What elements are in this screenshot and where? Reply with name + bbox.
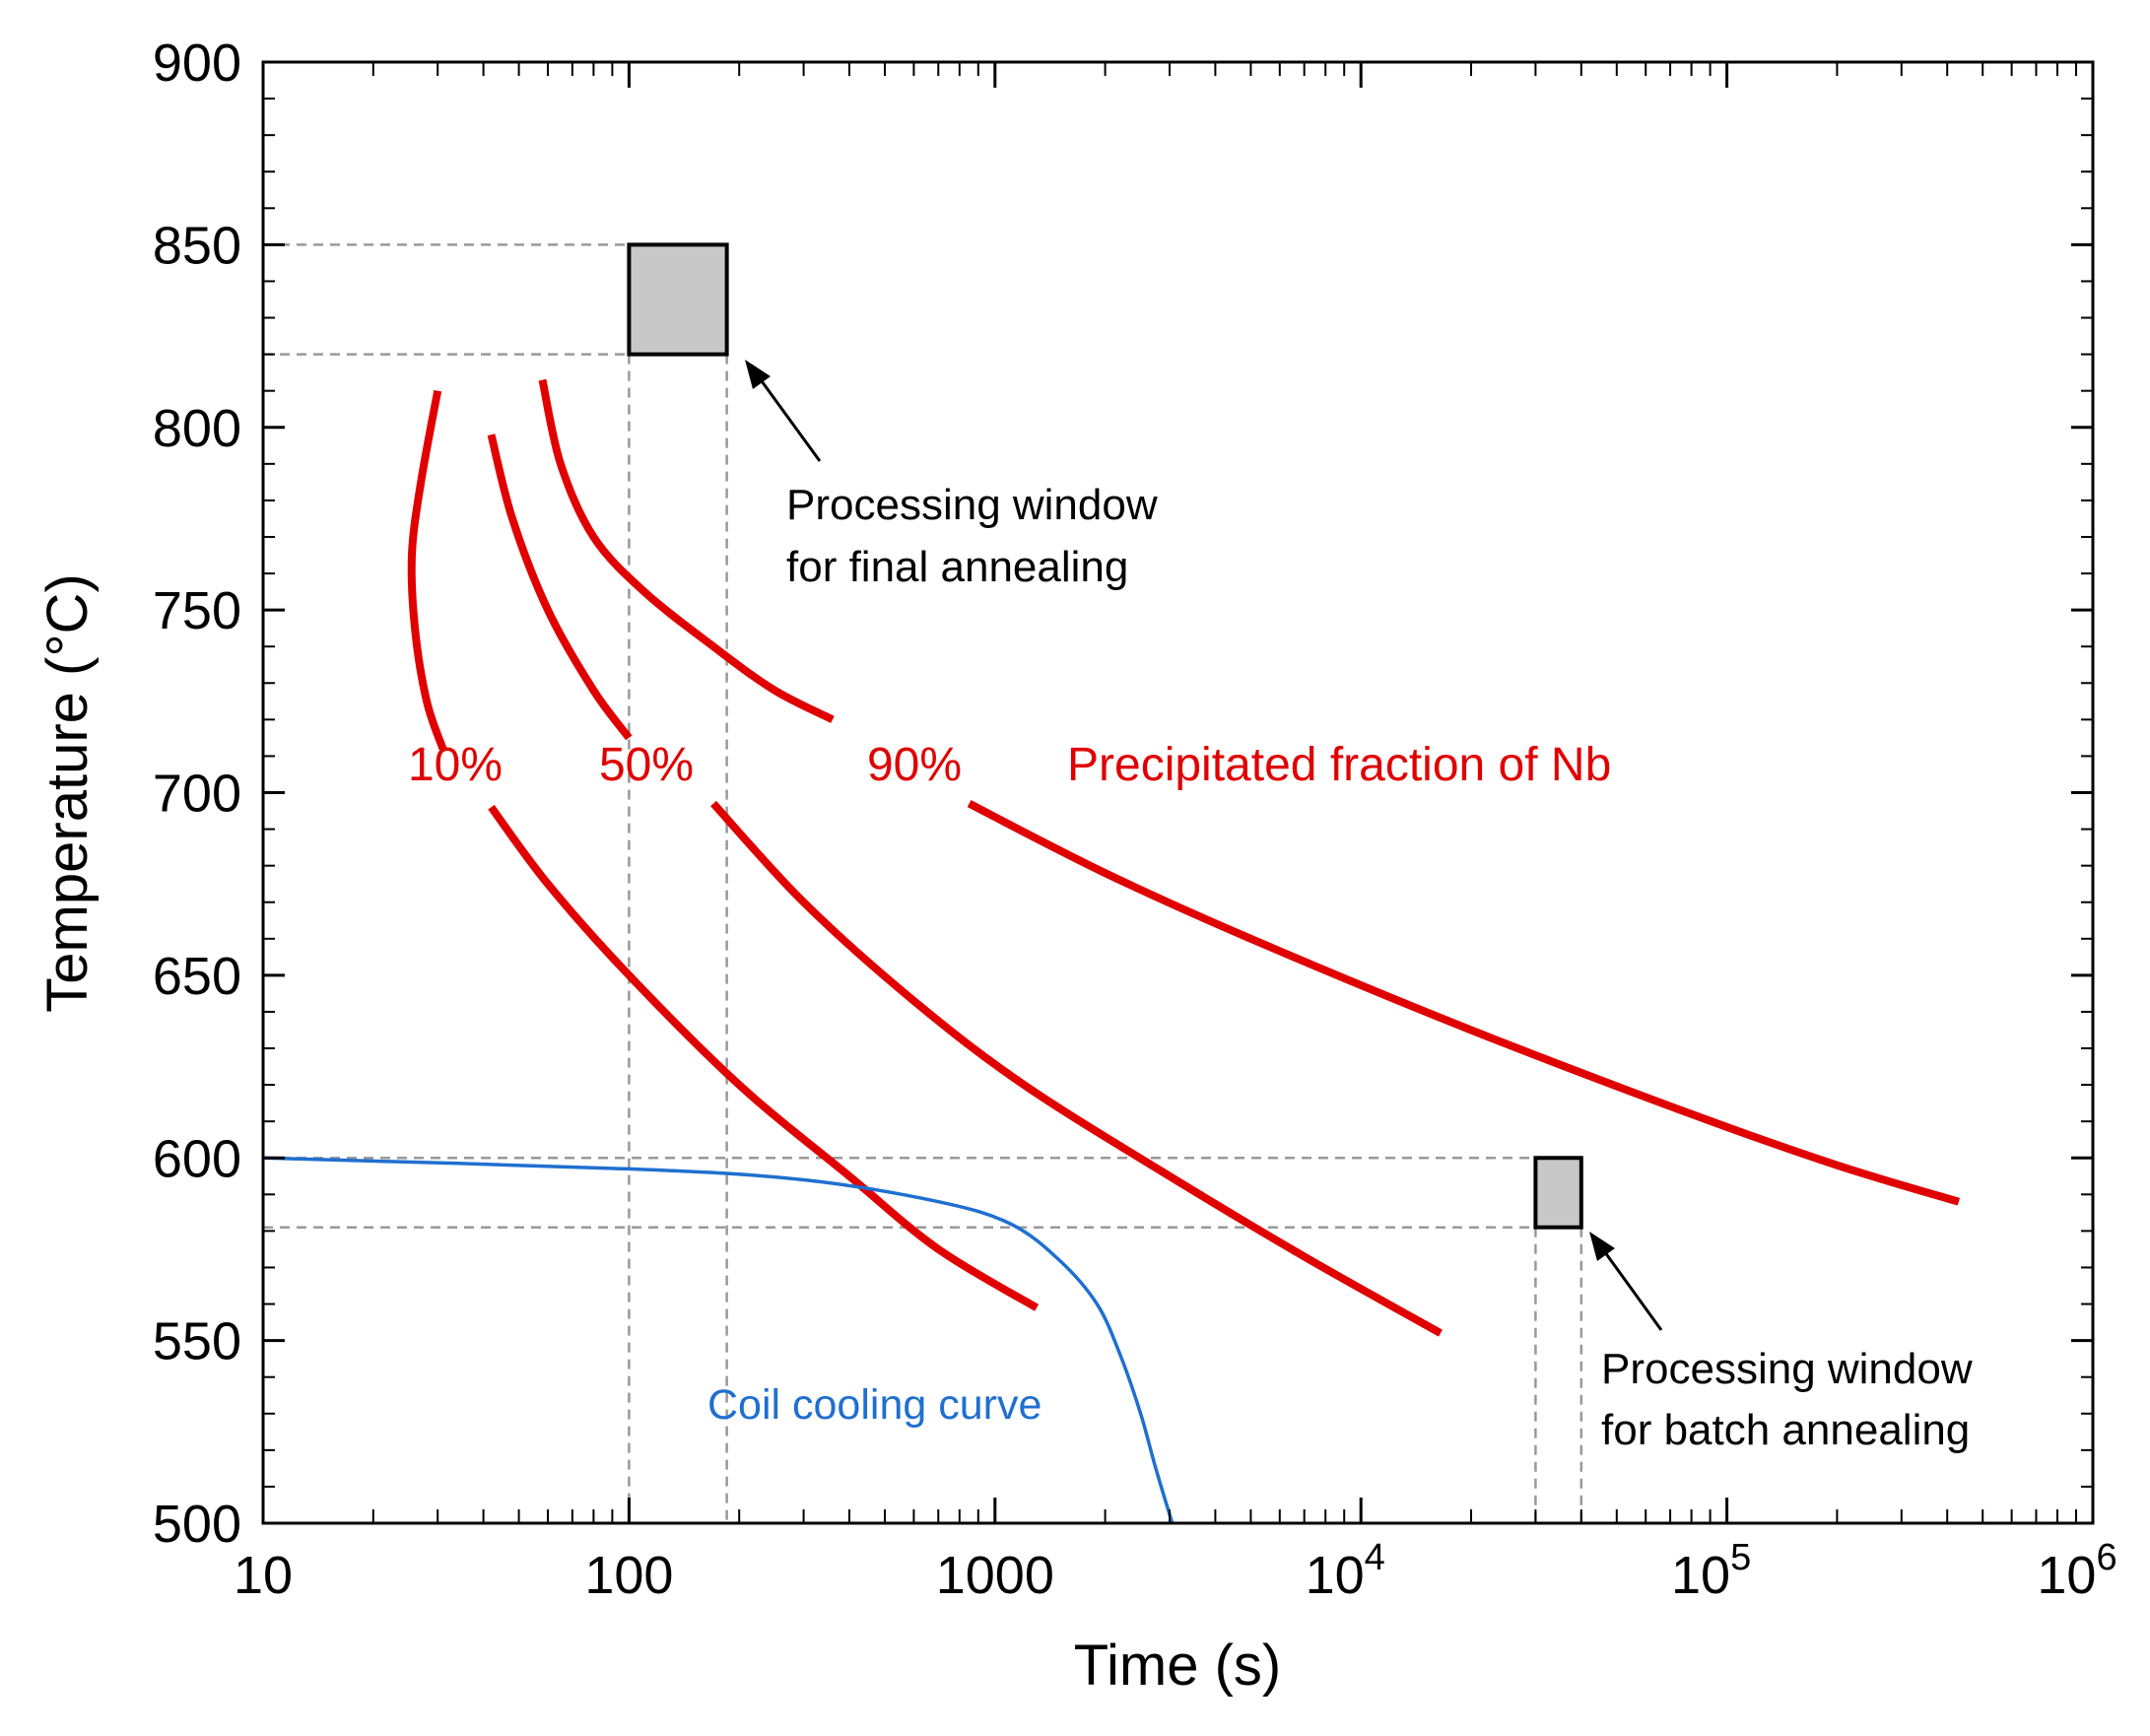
y-tick-label: 800	[153, 399, 241, 458]
y-axis-title: Temperature (°C)	[35, 573, 100, 1012]
precipitation-curve-90-segment-1	[538, 378, 835, 723]
series-lines	[262, 378, 1961, 1524]
curve-label-90: 90%	[867, 739, 962, 791]
cooling-curve-label: Coil cooling curve	[707, 1381, 1041, 1429]
precipitation-curve-50-segment-1	[487, 434, 633, 741]
tick-labels: 500 550 600 650 700 750 800 850 900 10 100 1000 104 1…	[153, 33, 2117, 1605]
y-tick-label: 550	[153, 1312, 241, 1371]
precipitation-curve-10-segment-1	[407, 389, 447, 751]
x-axis-title: Time (s)	[1074, 1634, 1281, 1698]
x-tick-exponent: 6	[2096, 1537, 2116, 1578]
annotation-final-arrowhead	[745, 360, 771, 389]
guide-lines	[263, 243, 1583, 1523]
y-tick-label: 500	[153, 1495, 241, 1554]
y-tick-label: 600	[153, 1129, 241, 1188]
x-tick-label: 104	[1306, 1537, 1385, 1605]
plot-frame	[261, 60, 2095, 1525]
x-tick-exponent: 4	[1365, 1537, 1385, 1578]
annotation-batch-arrow	[1600, 1247, 1663, 1331]
y-tick-label: 850	[153, 216, 241, 275]
annotation-batch-line2: for batch annealing	[1601, 1406, 1970, 1454]
precipitation-curve-50-segment-2	[710, 800, 1443, 1337]
x-tick-label: 106	[2037, 1537, 2116, 1605]
annotation-batch-line1: Processing window	[1601, 1345, 1973, 1393]
x-tick-label: 1000	[936, 1546, 1054, 1605]
curve-label-10: 10%	[408, 739, 503, 791]
processing-windows	[627, 242, 1583, 1230]
final-annealing-window	[627, 242, 729, 357]
batch-annealing-window	[1533, 1156, 1583, 1230]
tick-marks	[261, 60, 2095, 1525]
annotation-final-arrow	[755, 373, 822, 462]
precipitation-curve-90-segment-2	[967, 800, 1961, 1206]
x-tick-label: 10	[234, 1546, 293, 1605]
annotation-final-line2: for final annealing	[786, 543, 1128, 591]
precipitation-curve-10-segment-2	[488, 804, 1040, 1311]
coil-cooling-curve-line	[262, 1156, 1175, 1524]
x-tick-label: 100	[584, 1546, 673, 1605]
y-tick-label: 750	[153, 581, 241, 640]
y-tick-label: 700	[153, 765, 241, 824]
x-tick-exponent: 5	[1730, 1537, 1751, 1578]
curve-label-50: 50%	[599, 739, 694, 791]
annotation-batch-arrowhead	[1589, 1232, 1615, 1261]
x-tick-label: 105	[1671, 1537, 1751, 1605]
precipitate-label: Precipitated fraction of Nb	[1067, 739, 1611, 791]
y-tick-label: 650	[153, 947, 241, 1006]
y-tick-label: 900	[153, 33, 241, 93]
annotation-final-line1: Processing window	[786, 481, 1158, 529]
